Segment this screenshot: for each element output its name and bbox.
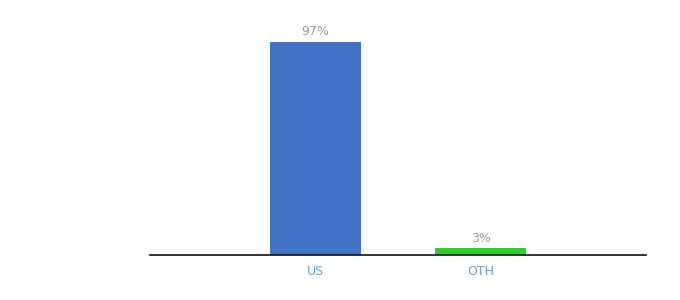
Bar [269,42,360,255]
Text: 97%: 97% [301,25,329,38]
Text: 3%: 3% [471,232,490,245]
Bar [435,248,526,255]
